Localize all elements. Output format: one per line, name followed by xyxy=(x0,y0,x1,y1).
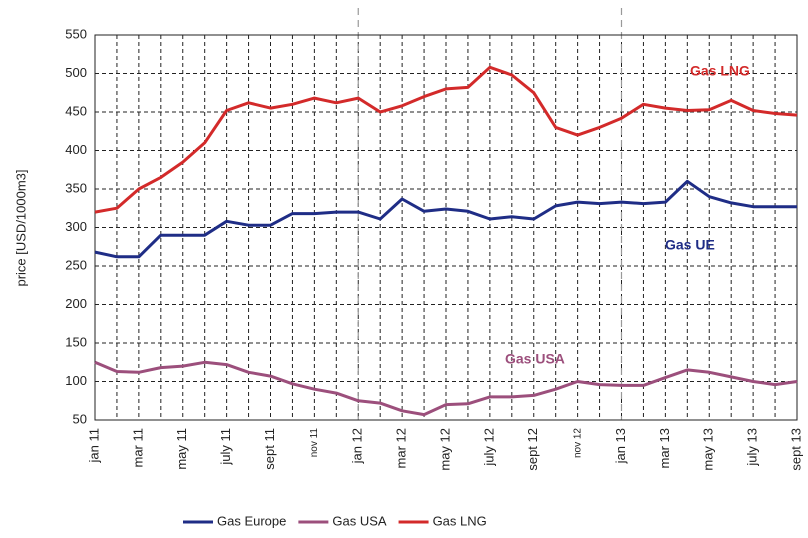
x-tick-label: mar 12 xyxy=(394,428,409,468)
legend-label: Gas USA xyxy=(332,513,387,528)
x-tick-label: july 13 xyxy=(745,428,760,467)
x-tick-label: nov 11 xyxy=(309,428,320,458)
x-tick-label: sept 11 xyxy=(262,428,277,470)
annotation: Gas USA xyxy=(505,351,565,367)
x-tick-label: sept 12 xyxy=(525,428,540,471)
x-tick-label: jan 11 xyxy=(86,428,101,463)
y-tick-label: 50 xyxy=(73,411,87,426)
x-tick-label: jan 12 xyxy=(350,428,365,464)
x-tick-label: may 13 xyxy=(701,428,716,471)
y-tick-label: 250 xyxy=(65,257,87,272)
y-tick-label: 100 xyxy=(65,373,87,388)
series-line xyxy=(94,179,797,259)
legend-label: Gas LNG xyxy=(433,513,487,528)
x-tick-label: mar 13 xyxy=(657,428,672,468)
y-tick-label: 500 xyxy=(65,65,87,80)
x-tick-label: may 11 xyxy=(174,428,189,470)
y-tick-label: 550 xyxy=(65,26,87,41)
y-tick-label: 200 xyxy=(65,296,87,311)
annotation: Gas LNG xyxy=(690,63,750,79)
y-tick-label: 350 xyxy=(65,180,87,195)
plot-frame xyxy=(94,34,798,421)
y-tick-label: 300 xyxy=(65,219,87,234)
y-tick-label: 400 xyxy=(65,142,87,157)
annotation: Gas UE xyxy=(665,237,715,253)
x-tick-label: mar 11 xyxy=(130,428,145,468)
x-tick-label: nov 12 xyxy=(572,428,583,458)
y-tick-label: 450 xyxy=(65,103,87,118)
legend-label: Gas Europe xyxy=(217,513,286,528)
y-tick-label: 150 xyxy=(65,334,87,349)
series-line xyxy=(94,360,798,417)
series-line xyxy=(94,65,798,214)
x-tick-label: jan 13 xyxy=(613,428,628,464)
x-tick-label: may 12 xyxy=(437,428,452,471)
y-axis-label: price [USD/1000m3] xyxy=(13,169,28,286)
x-tick-label: july 11 xyxy=(218,428,233,466)
x-tick-label: sept 13 xyxy=(788,428,803,471)
x-tick-label: july 12 xyxy=(481,428,496,467)
